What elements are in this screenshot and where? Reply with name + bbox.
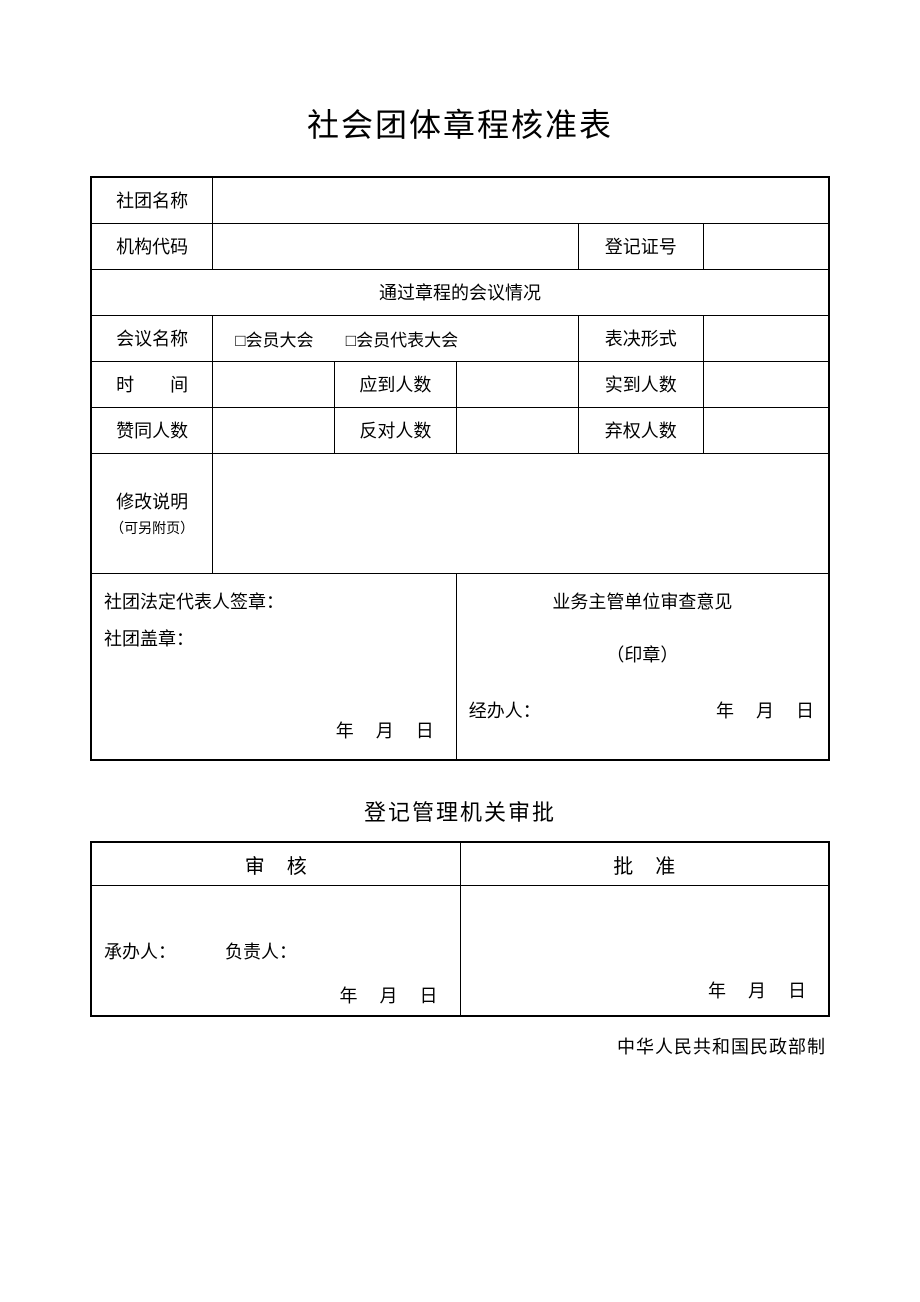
org-code-label: 机构代码 [91,223,213,269]
meeting-option-2[interactable]: □会员代表大会 [346,326,458,351]
row-time: 时 间 应到人数 实到人数 [91,361,829,407]
approval-left-header: 审核 [91,842,460,886]
revision-label-line1: 修改说明 [116,492,188,512]
signature-right-agent: 经办人： [469,693,541,731]
revision-label-cell: 修改说明 （可另附页） [91,453,213,573]
row-revision: 修改说明 （可另附页） [91,453,829,573]
approval-header-row: 审核 批准 [91,842,829,886]
reg-no-value[interactable] [704,223,829,269]
document-page: 社会团体章程核准表 社团名称 机构代码 登记证号 通过章程的会议情况 会议名称 … [0,0,920,1119]
approval-left-date: 年 月 日 [104,982,448,1008]
revision-label-line2: （可另附页） [92,518,212,538]
org-name-value[interactable] [213,177,829,223]
row-signatures: 社团法定代表人签章： 社团盖章： 年 月 日 业务主管单位审查意见 （印章） 经… [91,573,829,760]
approval-right-body[interactable]: 年 月 日 [460,886,829,1016]
footer-text: 中华人民共和国民政部制 [90,1033,830,1059]
revision-value[interactable] [213,453,829,573]
expected-label: 应到人数 [335,361,457,407]
approval-body-row: 承办人： 负责人： 年 月 日 年 月 日 [91,886,829,1016]
vote-form-label: 表决形式 [578,315,703,361]
reg-no-label: 登记证号 [578,223,703,269]
row-votes: 赞同人数 反对人数 弃权人数 [91,407,829,453]
signature-left-line2: 社团盖章： [104,621,444,659]
signature-right-date: 年 月 日 [716,693,816,731]
approval-left-confirm2: 负责人： [225,942,297,962]
approval-section-title: 登记管理机关审批 [90,795,830,827]
row-meeting-name: 会议名称 □会员大会 □会员代表大会 表决形式 [91,315,829,361]
org-code-value[interactable] [213,223,578,269]
meeting-name-label: 会议名称 [91,315,213,361]
row-org-code: 机构代码 登记证号 [91,223,829,269]
time-value[interactable] [213,361,335,407]
meeting-options-cell[interactable]: □会员大会 □会员代表大会 [213,315,578,361]
meeting-section-header: 通过章程的会议情况 [91,269,829,315]
document-title: 社会团体章程核准表 [90,100,830,146]
main-form-table: 社团名称 机构代码 登记证号 通过章程的会议情况 会议名称 □会员大会 □会员代… [90,176,830,761]
actual-value[interactable] [704,361,829,407]
meeting-option-1[interactable]: □会员大会 [235,326,313,351]
signature-left-line1: 社团法定代表人签章： [104,584,444,622]
oppose-value[interactable] [456,407,578,453]
approval-left-confirm1: 承办人： [104,942,176,962]
time-label: 时 间 [91,361,213,407]
row-meeting-header: 通过章程的会议情况 [91,269,829,315]
expected-value[interactable] [456,361,578,407]
vote-form-value[interactable] [704,315,829,361]
approval-table: 审核 批准 承办人： 负责人： 年 月 日 年 月 日 [90,841,830,1017]
approval-left-body[interactable]: 承办人： 负责人： 年 月 日 [91,886,460,1016]
signature-right-header: 业务主管单位审查意见 [469,584,816,622]
signature-left-cell[interactable]: 社团法定代表人签章： 社团盖章： 年 月 日 [91,573,456,760]
approval-right-date: 年 月 日 [473,977,817,1003]
agree-label: 赞同人数 [91,407,213,453]
abstain-label: 弃权人数 [578,407,703,453]
org-name-label: 社团名称 [91,177,213,223]
approval-right-header: 批准 [460,842,829,886]
signature-right-cell[interactable]: 业务主管单位审查意见 （印章） 经办人： 年 月 日 [456,573,829,760]
agree-value[interactable] [213,407,335,453]
signature-right-stamp: （印章） [469,637,816,675]
abstain-value[interactable] [704,407,829,453]
signature-left-date: 年 月 日 [104,713,444,751]
row-org-name: 社团名称 [91,177,829,223]
actual-label: 实到人数 [578,361,703,407]
oppose-label: 反对人数 [335,407,457,453]
